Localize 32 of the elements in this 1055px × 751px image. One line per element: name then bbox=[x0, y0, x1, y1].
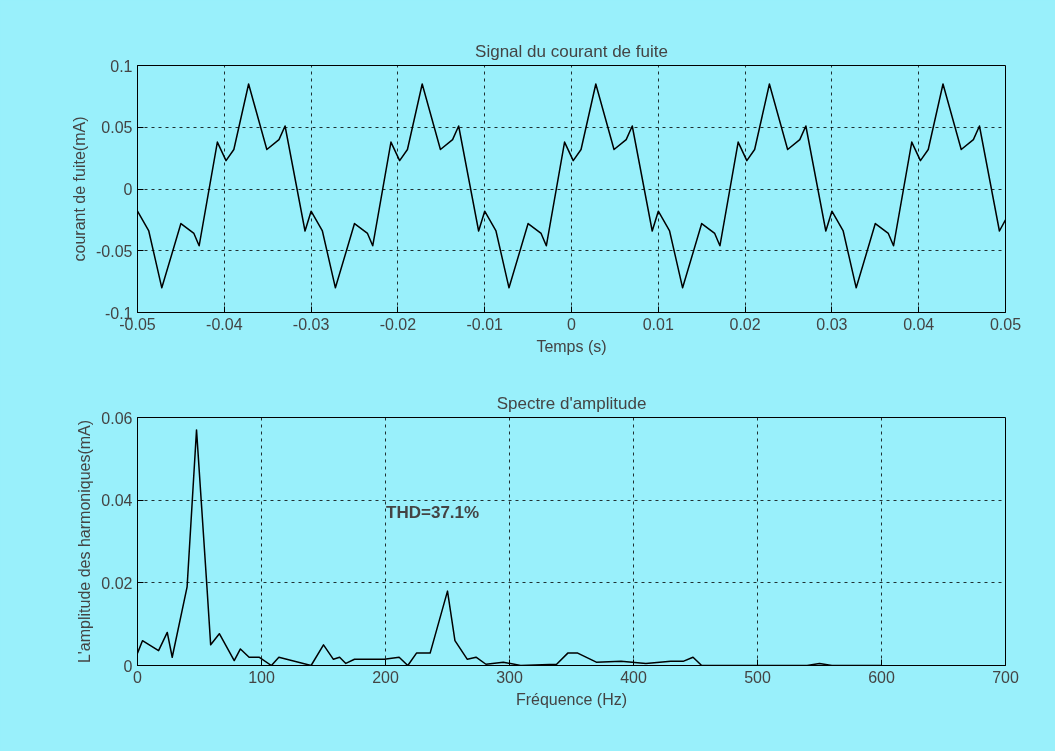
y-tick-label: 0.02 bbox=[101, 574, 133, 592]
x-tick-label: 600 bbox=[868, 668, 895, 686]
x-tick-label: 0.03 bbox=[816, 315, 848, 333]
y-tick-label: 0 bbox=[123, 181, 133, 198]
y-tick-label: 0 bbox=[123, 657, 133, 675]
x-tick-label: 0.05 bbox=[989, 315, 1022, 333]
x-tick-label: 100 bbox=[248, 668, 275, 686]
y-axis-title: L'amplitude des harmoniques(mA) bbox=[76, 419, 94, 664]
x-tick-label: 700 bbox=[992, 668, 1019, 686]
chart-title: Spectre d'amplitude bbox=[496, 393, 647, 413]
y-tick-label: 0.06 bbox=[101, 409, 133, 427]
x-tick-label: -0.02 bbox=[379, 315, 417, 333]
chart-title: Signal du courant de fuite bbox=[475, 41, 668, 61]
x-tick-label: 300 bbox=[496, 668, 523, 686]
x-tick-label: -0.01 bbox=[466, 315, 504, 333]
y-tick-label: 0.05 bbox=[101, 119, 133, 137]
x-tick-label: 0 bbox=[567, 315, 577, 333]
x-tick-label: -0.03 bbox=[292, 315, 330, 333]
x-tick-label: 0.04 bbox=[903, 315, 935, 333]
x-tick-label: 0.01 bbox=[642, 315, 674, 333]
y-axis-title: courant de fuite(mA) bbox=[71, 116, 89, 262]
y-tick-label: 0.1 bbox=[110, 57, 133, 75]
x-tick-label: 500 bbox=[744, 668, 771, 686]
x-tick-label: 0.02 bbox=[729, 315, 761, 333]
y-tick-label: 0.04 bbox=[101, 492, 133, 510]
x-axis-title: Temps (s) bbox=[536, 337, 607, 355]
x-tick-label: -0.04 bbox=[206, 315, 243, 333]
y-tick-label: -0.05 bbox=[96, 242, 133, 260]
x-tick-label: 200 bbox=[372, 668, 399, 686]
x-axis-title: Fréquence (Hz) bbox=[515, 690, 628, 708]
x-tick-label: 400 bbox=[620, 668, 647, 686]
annotation: THD=37.1% bbox=[386, 502, 480, 522]
